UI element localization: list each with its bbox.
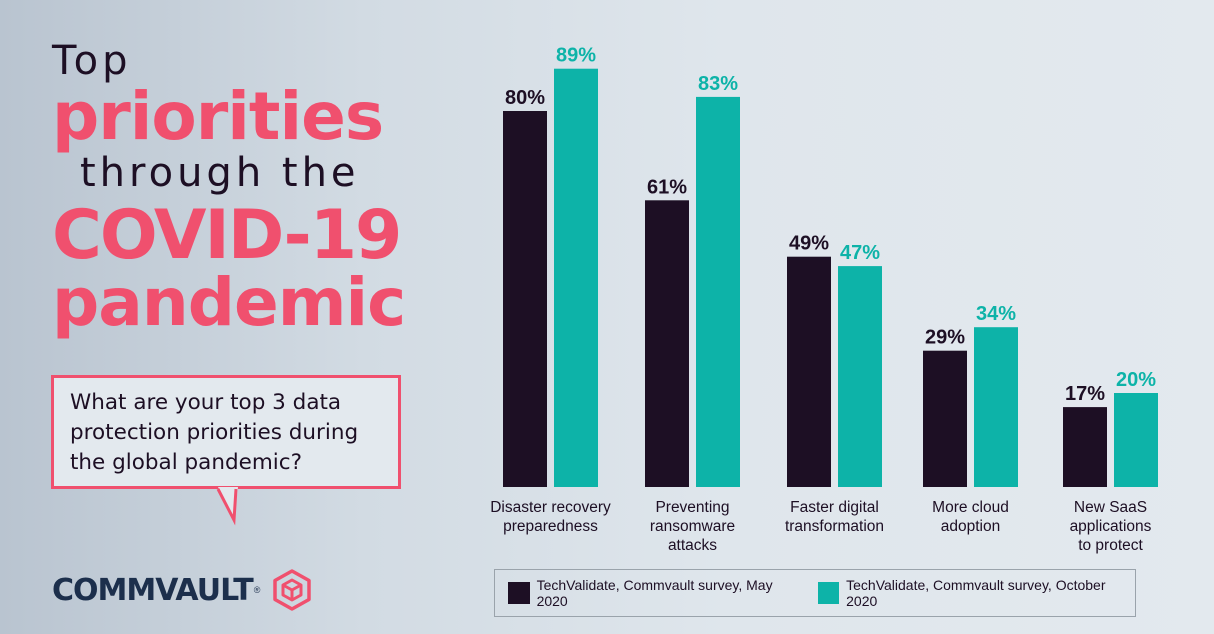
bar-new-saas-applications-to-protect-series-2 xyxy=(1114,393,1158,487)
headline-priorities: priorities xyxy=(52,78,384,155)
category-label-preventing-ransomware-attacks: Preventing ransomware attacks xyxy=(650,499,735,554)
category-label-faster-digital-transformation: Faster digital transformation xyxy=(785,499,884,535)
headline-through-the: through the xyxy=(80,150,360,196)
question-bubble: What are your top 3 data protection prio… xyxy=(51,375,401,489)
headline-covid: COVID-19 xyxy=(52,196,402,275)
legend-label-may-2020: TechValidate, Commvault survey, May 2020 xyxy=(536,577,773,609)
data-label-new-saas-applications-to-protect-series-1: 17% xyxy=(1065,383,1105,405)
data-label-faster-digital-transformation-series-2: 47% xyxy=(840,242,880,264)
category-label-more-cloud-adoption: More cloud adoption xyxy=(932,499,1009,535)
data-label-disaster-recovery-preparedness-series-2: 89% xyxy=(556,45,596,67)
commvault-logo: COMMVAULT ® xyxy=(52,568,314,612)
category-label-new-saas-applications-to-protect: New SaaS applications to protect xyxy=(1070,499,1152,554)
headline-pandemic: pandemic xyxy=(52,264,406,341)
commvault-cube-icon xyxy=(273,569,312,611)
data-label-preventing-ransomware-attacks-series-1: 61% xyxy=(647,176,687,198)
legend-swatch-october-2020 xyxy=(817,582,840,604)
bar-preventing-ransomware-attacks-series-2 xyxy=(696,96,740,488)
bar-preventing-ransomware-attacks-series-1 xyxy=(645,200,689,488)
bar-faster-digital-transformation-series-2 xyxy=(838,266,882,487)
question-text: What are your top 3 data protection prio… xyxy=(70,390,359,475)
speech-bubble-tail-icon xyxy=(216,487,238,526)
bar-disaster-recovery-preparedness-series-2 xyxy=(554,68,598,487)
bar-faster-digital-transformation-series-1 xyxy=(787,256,831,487)
legend-item-october-2020: TechValidate, Commvault survey, October … xyxy=(817,577,1135,609)
data-label-faster-digital-transformation-series-1: 49% xyxy=(789,233,829,255)
data-label-preventing-ransomware-attacks-series-2: 83% xyxy=(698,73,738,95)
bar-new-saas-applications-to-protect-series-1 xyxy=(1063,407,1107,487)
bar-more-cloud-adoption-series-1 xyxy=(923,350,967,487)
logo-registered-mark: ® xyxy=(253,585,261,595)
chart-legend: TechValidate, Commvault survey, May 2020… xyxy=(494,569,1136,617)
legend-item-may-2020: TechValidate, Commvault survey, May 2020 xyxy=(508,577,803,609)
headline-top: Top xyxy=(52,38,132,84)
bar-more-cloud-adoption-series-2 xyxy=(974,327,1018,487)
data-label-new-saas-applications-to-protect-series-2: 20% xyxy=(1116,369,1156,391)
data-label-more-cloud-adoption-series-1: 29% xyxy=(925,327,965,349)
bar-disaster-recovery-preparedness-series-1 xyxy=(503,111,547,487)
data-label-disaster-recovery-preparedness-series-1: 80% xyxy=(505,87,545,109)
logo-wordmark: COMMVAULT xyxy=(52,572,254,608)
category-label-disaster-recovery-preparedness: Disaster recovery preparedness xyxy=(490,499,611,535)
data-label-more-cloud-adoption-series-2: 34% xyxy=(976,303,1016,325)
legend-swatch-may-2020 xyxy=(508,582,530,604)
legend-label-october-2020: TechValidate, Commvault survey, October … xyxy=(846,577,1106,609)
